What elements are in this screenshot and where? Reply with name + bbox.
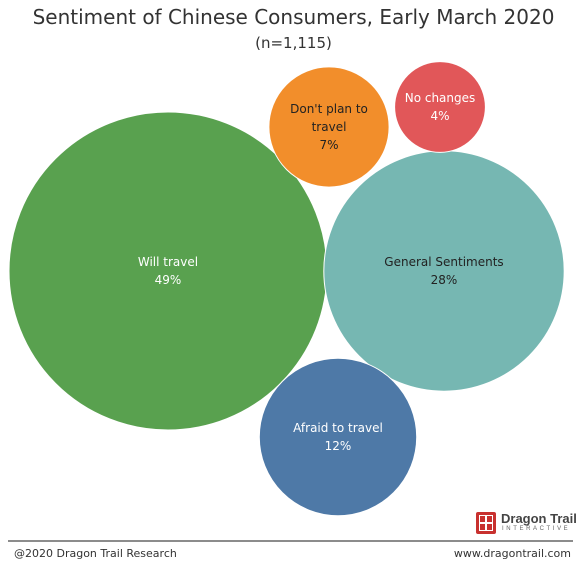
bubble-category-label: Will travel	[138, 255, 198, 269]
bubble-no-changes[interactable]	[394, 61, 486, 153]
bubble-category-label: No changes	[405, 91, 476, 105]
bubble-value-label: 4%	[430, 109, 449, 123]
bubble-category-label: General Sentiments	[384, 255, 503, 269]
brand-name: Dragon Trail	[501, 511, 577, 526]
bubble-category-label: travel	[312, 120, 347, 134]
chart-title: Sentiment of Chinese Consumers, Early Ma…	[32, 5, 555, 29]
brand-tagline: INTERACTIVE	[502, 526, 571, 532]
bubble-afraid-to-travel[interactable]	[258, 357, 418, 517]
bubble-value-label: 7%	[319, 138, 338, 152]
footer-divider	[8, 540, 573, 542]
bubble-don-t-plan-to-travel[interactable]	[268, 66, 390, 188]
bubble-category-label: Afraid to travel	[293, 421, 383, 435]
dragon-trail-logo-icon	[476, 512, 496, 534]
chart-subtitle: (n=1,115)	[255, 34, 332, 52]
footer-website[interactable]: www.dragontrail.com	[453, 547, 571, 560]
bubble-category-label: Don't plan to	[290, 102, 368, 116]
bubble-general-sentiments[interactable]	[323, 150, 565, 392]
footer-copyright: @2020 Dragon Trail Research	[14, 547, 177, 560]
bubble-value-label: 12%	[325, 439, 352, 453]
bubble-value-label: 28%	[431, 273, 458, 287]
bubble-value-label: 49%	[155, 273, 182, 287]
brand-logo: Dragon Trail INTERACTIVE	[476, 511, 581, 535]
